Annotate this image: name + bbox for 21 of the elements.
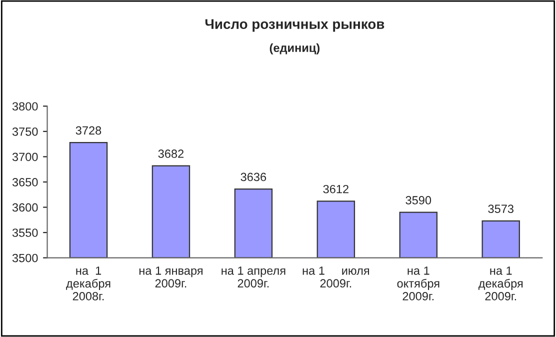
data-label: 3636 [240,172,266,182]
data-label: 3612 [323,184,348,194]
x-tick-label: на 1 октября 2009г. [397,266,440,300]
y-tick-label: 3500 [12,254,38,262]
y-tick-label: 3800 [12,102,38,111]
y-tick-label: 3700 [12,152,38,162]
data-label: 3728 [76,126,102,135]
y-tick-label: 3750 [12,127,38,136]
x-tick-label: на 1 декабря 2008г. [66,266,110,300]
x-tick-label: на 1 января 2009г. [139,266,202,288]
y-tick-label: 3600 [12,203,38,212]
chart-title: Число розничных рынков [205,19,384,32]
data-label: 3590 [406,196,432,204]
chart-subtitle: (единиц) [270,43,320,54]
x-tick-label: на 1 июля 2009г. [302,266,369,288]
data-label: 3682 [158,150,184,158]
x-tick-label: на 1 декабря 2009г. [478,266,523,300]
data-label: 3573 [488,204,514,214]
y-tick-label: 3550 [12,228,38,237]
y-tick-label: 3650 [12,178,38,186]
x-tick-label: на 1 апреля 2009г. [222,266,286,288]
